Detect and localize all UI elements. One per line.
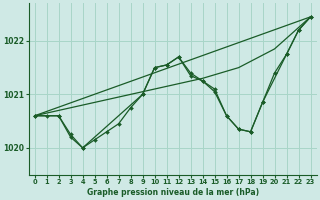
X-axis label: Graphe pression niveau de la mer (hPa): Graphe pression niveau de la mer (hPa) [86, 188, 259, 197]
